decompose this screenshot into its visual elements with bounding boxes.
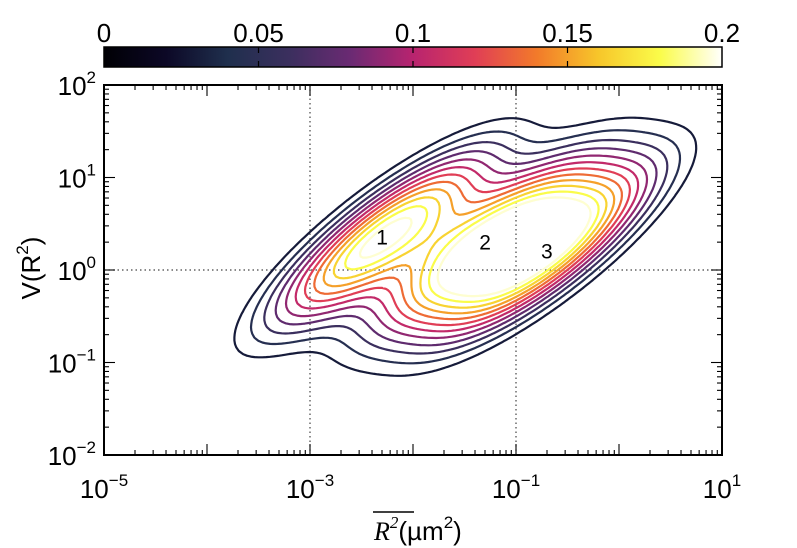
svg-text:V(R2): V(R2) xyxy=(13,237,46,300)
y-tick-label: 10−1 xyxy=(48,346,96,379)
y-axis-title-sup: 2 xyxy=(13,245,32,254)
contour-level xyxy=(358,196,592,298)
reference-lines xyxy=(104,85,722,455)
contour-level xyxy=(284,154,649,340)
x-tick-label: 101 xyxy=(703,471,741,504)
colorbar-label: 0.15 xyxy=(542,18,593,48)
contour-level xyxy=(322,179,616,315)
colorbar-label: 0.2 xyxy=(704,18,740,48)
y-tick-label: 100 xyxy=(58,253,96,286)
peak-label: 1 xyxy=(376,227,388,250)
contour-level xyxy=(332,184,608,309)
colorbar-label: 0.1 xyxy=(395,18,431,48)
contour-level xyxy=(233,116,698,377)
y-axis-tick-labels: 10−2 10−1 100 101 102 xyxy=(48,68,96,471)
x-tick-label: 10−5 xyxy=(80,471,128,504)
svg-text:R2(µm2): R2(µm2) xyxy=(373,513,462,546)
y-axis-title: V(R2) xyxy=(13,237,46,300)
x-axis-title-unit: (µm xyxy=(398,516,443,546)
x-axis-tick-labels: 10−5 10−3 10−1 101 xyxy=(80,471,741,504)
x-tick-label: 10−1 xyxy=(492,471,540,504)
peak-label: 3 xyxy=(541,241,553,264)
y-axis-ticks xyxy=(104,88,722,456)
contour-level xyxy=(313,173,623,321)
peak-labels: 1 2 3 xyxy=(376,227,552,264)
peak-label: 2 xyxy=(479,231,491,254)
x-axis-title: R2(µm2) xyxy=(373,511,462,546)
contour-level xyxy=(249,129,682,365)
y-axis-title-text: V(R xyxy=(16,255,46,300)
x-axis-title-close: ) xyxy=(453,516,462,546)
contour-level xyxy=(263,138,669,355)
x-axis-ticks xyxy=(103,85,718,455)
x-axis-title-symbol: R xyxy=(373,517,390,546)
x-tick-label: 10−3 xyxy=(286,471,334,504)
x-axis-title-symbol-sup: 2 xyxy=(390,513,399,532)
colorbar-ticks xyxy=(257,47,569,67)
colorbar-labels: 0 0.05 0.1 0.15 0.2 xyxy=(97,18,740,48)
colorbar-label: 0 xyxy=(97,18,111,48)
contour-level xyxy=(294,161,640,333)
contour-level xyxy=(303,167,631,327)
y-tick-label: 10−2 xyxy=(48,438,96,471)
contour-level xyxy=(274,147,658,347)
x-axis-title-unit-sup: 2 xyxy=(444,513,453,532)
colorbar-label: 0.05 xyxy=(233,18,284,48)
y-tick-label: 102 xyxy=(58,68,96,101)
y-tick-label: 101 xyxy=(58,161,96,194)
contour-level xyxy=(344,190,600,303)
contour-lines xyxy=(233,116,698,377)
y-axis-title-close: ) xyxy=(16,237,46,246)
colorbar: 0 0.05 0.1 0.15 0.2 xyxy=(97,18,740,68)
